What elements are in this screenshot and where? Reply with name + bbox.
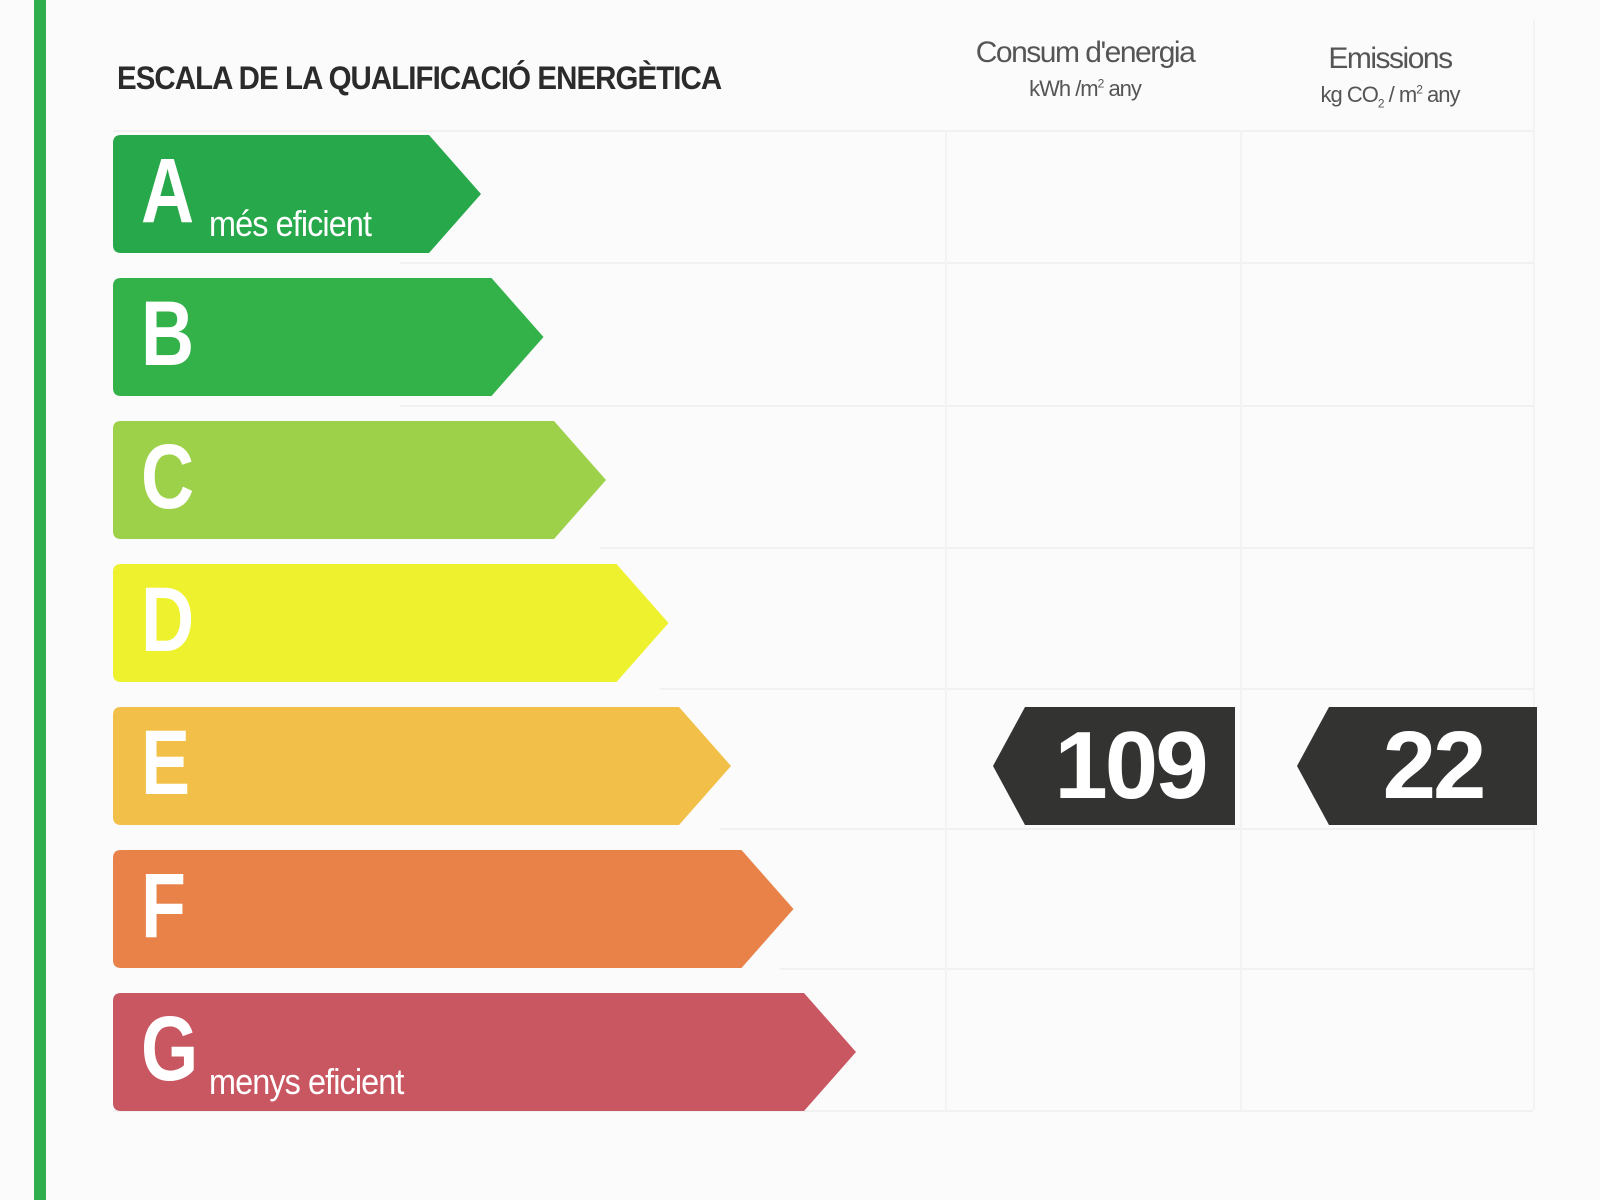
energy-column-label: Consum d'energia bbox=[975, 36, 1196, 69]
emissions-value: 22 bbox=[1382, 712, 1487, 819]
band-e: E bbox=[113, 707, 731, 825]
band-arrow bbox=[113, 278, 544, 396]
band-arrow bbox=[113, 564, 669, 682]
emissions-rating-indicator: 22 bbox=[1297, 707, 1537, 825]
band-letter: F bbox=[141, 855, 186, 957]
band-note: menys eficient bbox=[209, 1061, 404, 1102]
energy-value: 109 bbox=[1054, 712, 1208, 819]
grid-line bbox=[1533, 20, 1535, 1110]
band-letter: B bbox=[141, 283, 195, 385]
grid-line bbox=[400, 262, 1533, 264]
band-f: F bbox=[113, 850, 794, 968]
grid-line bbox=[945, 130, 947, 1110]
grid-line bbox=[600, 547, 1533, 549]
grid-line bbox=[720, 828, 1533, 830]
band-letter: C bbox=[141, 426, 195, 528]
band-letter: D bbox=[141, 569, 195, 671]
energy-column-header: Consum d'energia kWh /m2 any bbox=[960, 36, 1210, 102]
left-border bbox=[34, 0, 46, 1200]
band-b: B bbox=[113, 278, 544, 396]
emissions-column-unit: kg CO2 / m2 any bbox=[1320, 82, 1461, 111]
indicator-arrow bbox=[1297, 707, 1537, 825]
band-letter: E bbox=[141, 712, 191, 814]
band-letter: A bbox=[141, 140, 195, 242]
energy-rating-indicator: 109 bbox=[993, 707, 1235, 825]
band-arrow bbox=[113, 135, 481, 253]
indicator-arrow bbox=[993, 707, 1235, 825]
emissions-column-header: Emissions kg CO2 / m2 any bbox=[1260, 42, 1520, 110]
page-title: ESCALA DE LA QUALIFICACIÓ ENERGÈTICA bbox=[117, 60, 722, 96]
grid-line bbox=[113, 130, 1533, 132]
grid-line bbox=[780, 968, 1533, 970]
band-c: C bbox=[113, 421, 606, 539]
band-arrow bbox=[113, 993, 856, 1111]
grid-line bbox=[1240, 130, 1242, 1110]
band-arrow bbox=[113, 421, 606, 539]
band-arrow bbox=[113, 707, 731, 825]
grid-line bbox=[400, 405, 1533, 407]
energy-column-unit: kWh /m2 any bbox=[1029, 76, 1142, 101]
grid-line bbox=[660, 688, 1533, 690]
grid-line bbox=[113, 1110, 1533, 1112]
emissions-column-label: Emissions bbox=[1328, 42, 1453, 75]
band-arrow bbox=[113, 850, 794, 968]
band-letter: G bbox=[141, 998, 199, 1100]
band-d: D bbox=[113, 564, 669, 682]
band-note: més eficient bbox=[209, 203, 372, 244]
